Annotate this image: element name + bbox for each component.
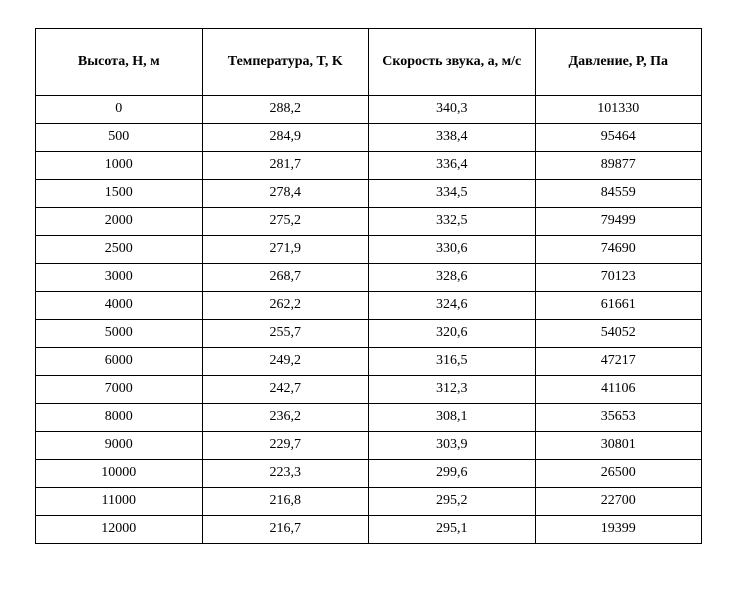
table-cell: 271,9 [202, 236, 369, 264]
table-cell: 22700 [535, 488, 702, 516]
table-row: 8000236,2308,135653 [36, 404, 702, 432]
table-cell: 262,2 [202, 292, 369, 320]
col-header-pressure: Давление, P, Па [535, 29, 702, 96]
table-row: 7000242,7312,341106 [36, 376, 702, 404]
table-header-row: Высота, H, м Температура, T, K Скорость … [36, 29, 702, 96]
table-body: 0288,2340,3101330500284,9338,49546410002… [36, 96, 702, 544]
table-cell: 268,7 [202, 264, 369, 292]
table-cell: 249,2 [202, 348, 369, 376]
table-cell: 19399 [535, 516, 702, 544]
table-row: 2500271,9330,674690 [36, 236, 702, 264]
table-cell: 330,6 [369, 236, 536, 264]
table-cell: 216,7 [202, 516, 369, 544]
table-cell: 1500 [36, 180, 203, 208]
table-row: 0288,2340,3101330 [36, 96, 702, 124]
table-cell: 312,3 [369, 376, 536, 404]
table-row: 4000262,2324,661661 [36, 292, 702, 320]
table-cell: 332,5 [369, 208, 536, 236]
table-cell: 295,2 [369, 488, 536, 516]
table-row: 6000249,2316,547217 [36, 348, 702, 376]
col-header-altitude: Высота, H, м [36, 29, 203, 96]
table-cell: 74690 [535, 236, 702, 264]
table-row: 5000255,7320,654052 [36, 320, 702, 348]
table-cell: 35653 [535, 404, 702, 432]
table-cell: 303,9 [369, 432, 536, 460]
table-cell: 2500 [36, 236, 203, 264]
table-cell: 41106 [535, 376, 702, 404]
table-row: 1000281,7336,489877 [36, 152, 702, 180]
table-cell: 295,1 [369, 516, 536, 544]
table-cell: 216,8 [202, 488, 369, 516]
table-row: 10000223,3299,626500 [36, 460, 702, 488]
table-cell: 242,7 [202, 376, 369, 404]
table-cell: 299,6 [369, 460, 536, 488]
table-row: 12000216,7295,119399 [36, 516, 702, 544]
table-cell: 54052 [535, 320, 702, 348]
table-cell: 340,3 [369, 96, 536, 124]
table-cell: 316,5 [369, 348, 536, 376]
table-cell: 84559 [535, 180, 702, 208]
table-row: 2000275,2332,579499 [36, 208, 702, 236]
table-cell: 10000 [36, 460, 203, 488]
table-cell: 1000 [36, 152, 203, 180]
table-cell: 11000 [36, 488, 203, 516]
table-cell: 5000 [36, 320, 203, 348]
table-cell: 284,9 [202, 124, 369, 152]
table-cell: 334,5 [369, 180, 536, 208]
table-row: 11000216,8295,222700 [36, 488, 702, 516]
table-cell: 3000 [36, 264, 203, 292]
table-cell: 7000 [36, 376, 203, 404]
table-row: 500284,9338,495464 [36, 124, 702, 152]
table-cell: 26500 [535, 460, 702, 488]
table-cell: 320,6 [369, 320, 536, 348]
table-cell: 8000 [36, 404, 203, 432]
table-cell: 236,2 [202, 404, 369, 432]
table-cell: 79499 [535, 208, 702, 236]
table-cell: 12000 [36, 516, 203, 544]
table-cell: 278,4 [202, 180, 369, 208]
table-cell: 223,3 [202, 460, 369, 488]
table-cell: 89877 [535, 152, 702, 180]
table-cell: 328,6 [369, 264, 536, 292]
table-row: 1500278,4334,584559 [36, 180, 702, 208]
table-cell: 4000 [36, 292, 203, 320]
table-cell: 9000 [36, 432, 203, 460]
table-cell: 229,7 [202, 432, 369, 460]
table-cell: 70123 [535, 264, 702, 292]
table-cell: 255,7 [202, 320, 369, 348]
table-cell: 101330 [535, 96, 702, 124]
table-cell: 95464 [535, 124, 702, 152]
table-cell: 2000 [36, 208, 203, 236]
col-header-temperature: Температура, T, K [202, 29, 369, 96]
table-header: Высота, H, м Температура, T, K Скорость … [36, 29, 702, 96]
table-cell: 6000 [36, 348, 203, 376]
table-cell: 338,4 [369, 124, 536, 152]
table-cell: 0 [36, 96, 203, 124]
table-cell: 336,4 [369, 152, 536, 180]
table-cell: 308,1 [369, 404, 536, 432]
atmosphere-table: Высота, H, м Температура, T, K Скорость … [35, 28, 702, 544]
table-row: 3000268,7328,670123 [36, 264, 702, 292]
table-cell: 275,2 [202, 208, 369, 236]
table-cell: 500 [36, 124, 203, 152]
table-cell: 281,7 [202, 152, 369, 180]
table-cell: 61661 [535, 292, 702, 320]
table-cell: 30801 [535, 432, 702, 460]
table-cell: 324,6 [369, 292, 536, 320]
page: Высота, H, м Температура, T, K Скорость … [0, 0, 737, 584]
table-cell: 47217 [535, 348, 702, 376]
table-cell: 288,2 [202, 96, 369, 124]
col-header-sound-speed: Скорость звука, a, м/с [369, 29, 536, 96]
table-row: 9000229,7303,930801 [36, 432, 702, 460]
